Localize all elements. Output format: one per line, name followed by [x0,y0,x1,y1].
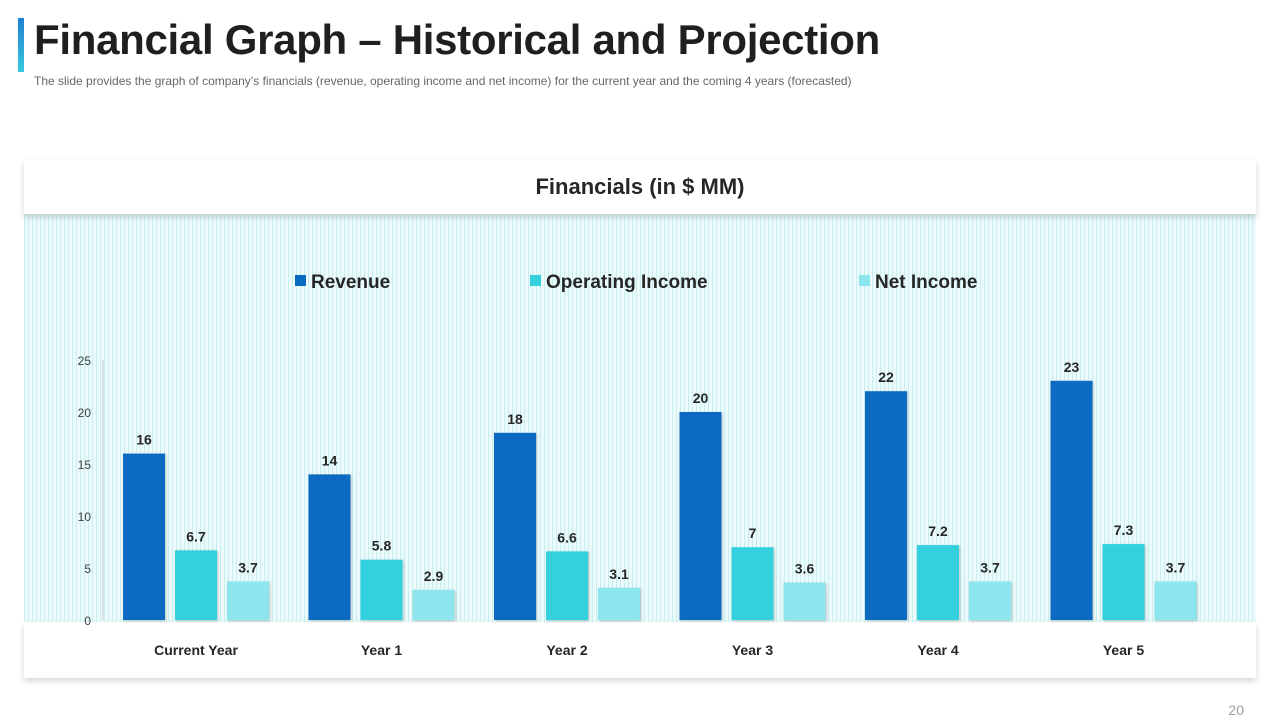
bar-net-income [1154,581,1197,620]
bar-revenue [1050,380,1093,620]
chart-title: Financials (in $ MM) [535,174,745,199]
data-label-revenue: 23 [1064,359,1080,375]
bar-revenue [679,412,722,620]
data-label-revenue: 22 [878,369,894,385]
data-label-operating-income: 6.6 [557,529,577,545]
data-label-operating-income: 5.8 [372,538,392,554]
data-label-operating-income: 7.3 [1114,522,1134,538]
y-tick-label: 20 [78,406,92,420]
data-label-net-income: 2.9 [424,568,444,584]
y-tick-label: 25 [78,354,92,368]
legend-label-revenue: Revenue [311,272,390,293]
bar-revenue [308,474,351,620]
category-axis-band [24,622,1256,678]
bar-net-income [227,581,269,620]
x-tick-label: Year 1 [361,642,402,658]
y-tick-label: 15 [78,458,92,472]
title-accent-bar [18,18,24,72]
bar-net-income [969,581,1011,620]
data-label-operating-income: 7 [749,525,757,541]
data-label-revenue: 20 [693,390,709,406]
chart-header: Financials (in $ MM) [24,160,1256,214]
data-label-operating-income: 7.2 [928,523,948,539]
data-label-revenue: 18 [507,411,523,427]
legend-swatch-operating-income [530,275,541,286]
data-label-operating-income: 6.7 [186,528,206,544]
bar-revenue [123,453,165,620]
y-tick-label: 0 [84,614,91,628]
bar-revenue [865,391,907,620]
data-label-net-income: 3.1 [609,566,629,582]
legend-swatch-net-income [859,275,870,286]
x-tick-label: Year 3 [732,642,773,658]
y-tick-label: 10 [78,510,92,524]
bar-net-income [598,587,640,620]
data-label-net-income: 3.6 [795,561,815,577]
bar-operating-income [917,545,959,620]
bar-net-income [783,582,826,620]
data-label-net-income: 3.7 [238,560,258,576]
page-number: 20 [1228,702,1244,718]
x-tick-label: Year 5 [1103,642,1144,658]
bar-operating-income [175,550,217,620]
bar-operating-income [546,551,588,620]
bar-operating-income [731,547,774,620]
bar-operating-income [360,559,403,620]
x-tick-label: Year 2 [546,642,587,658]
legend-label-operating-income: Operating Income [546,272,708,293]
data-label-revenue: 14 [322,452,338,468]
legend-label-net-income: Net Income [875,272,977,293]
x-tick-label: Year 4 [917,642,958,658]
slide-subtitle: The slide provides the graph of company’… [34,74,852,88]
slide-title: Financial Graph – Historical and Project… [34,16,880,63]
legend-swatch-revenue [295,275,306,286]
y-tick-label: 5 [84,562,91,576]
bar-operating-income [1102,544,1145,620]
bar-net-income [412,589,455,620]
x-tick-label: Current Year [154,642,238,658]
data-label-net-income: 3.7 [980,560,1000,576]
data-label-net-income: 3.7 [1166,560,1186,576]
bar-revenue [494,432,536,620]
data-label-revenue: 16 [136,432,152,448]
